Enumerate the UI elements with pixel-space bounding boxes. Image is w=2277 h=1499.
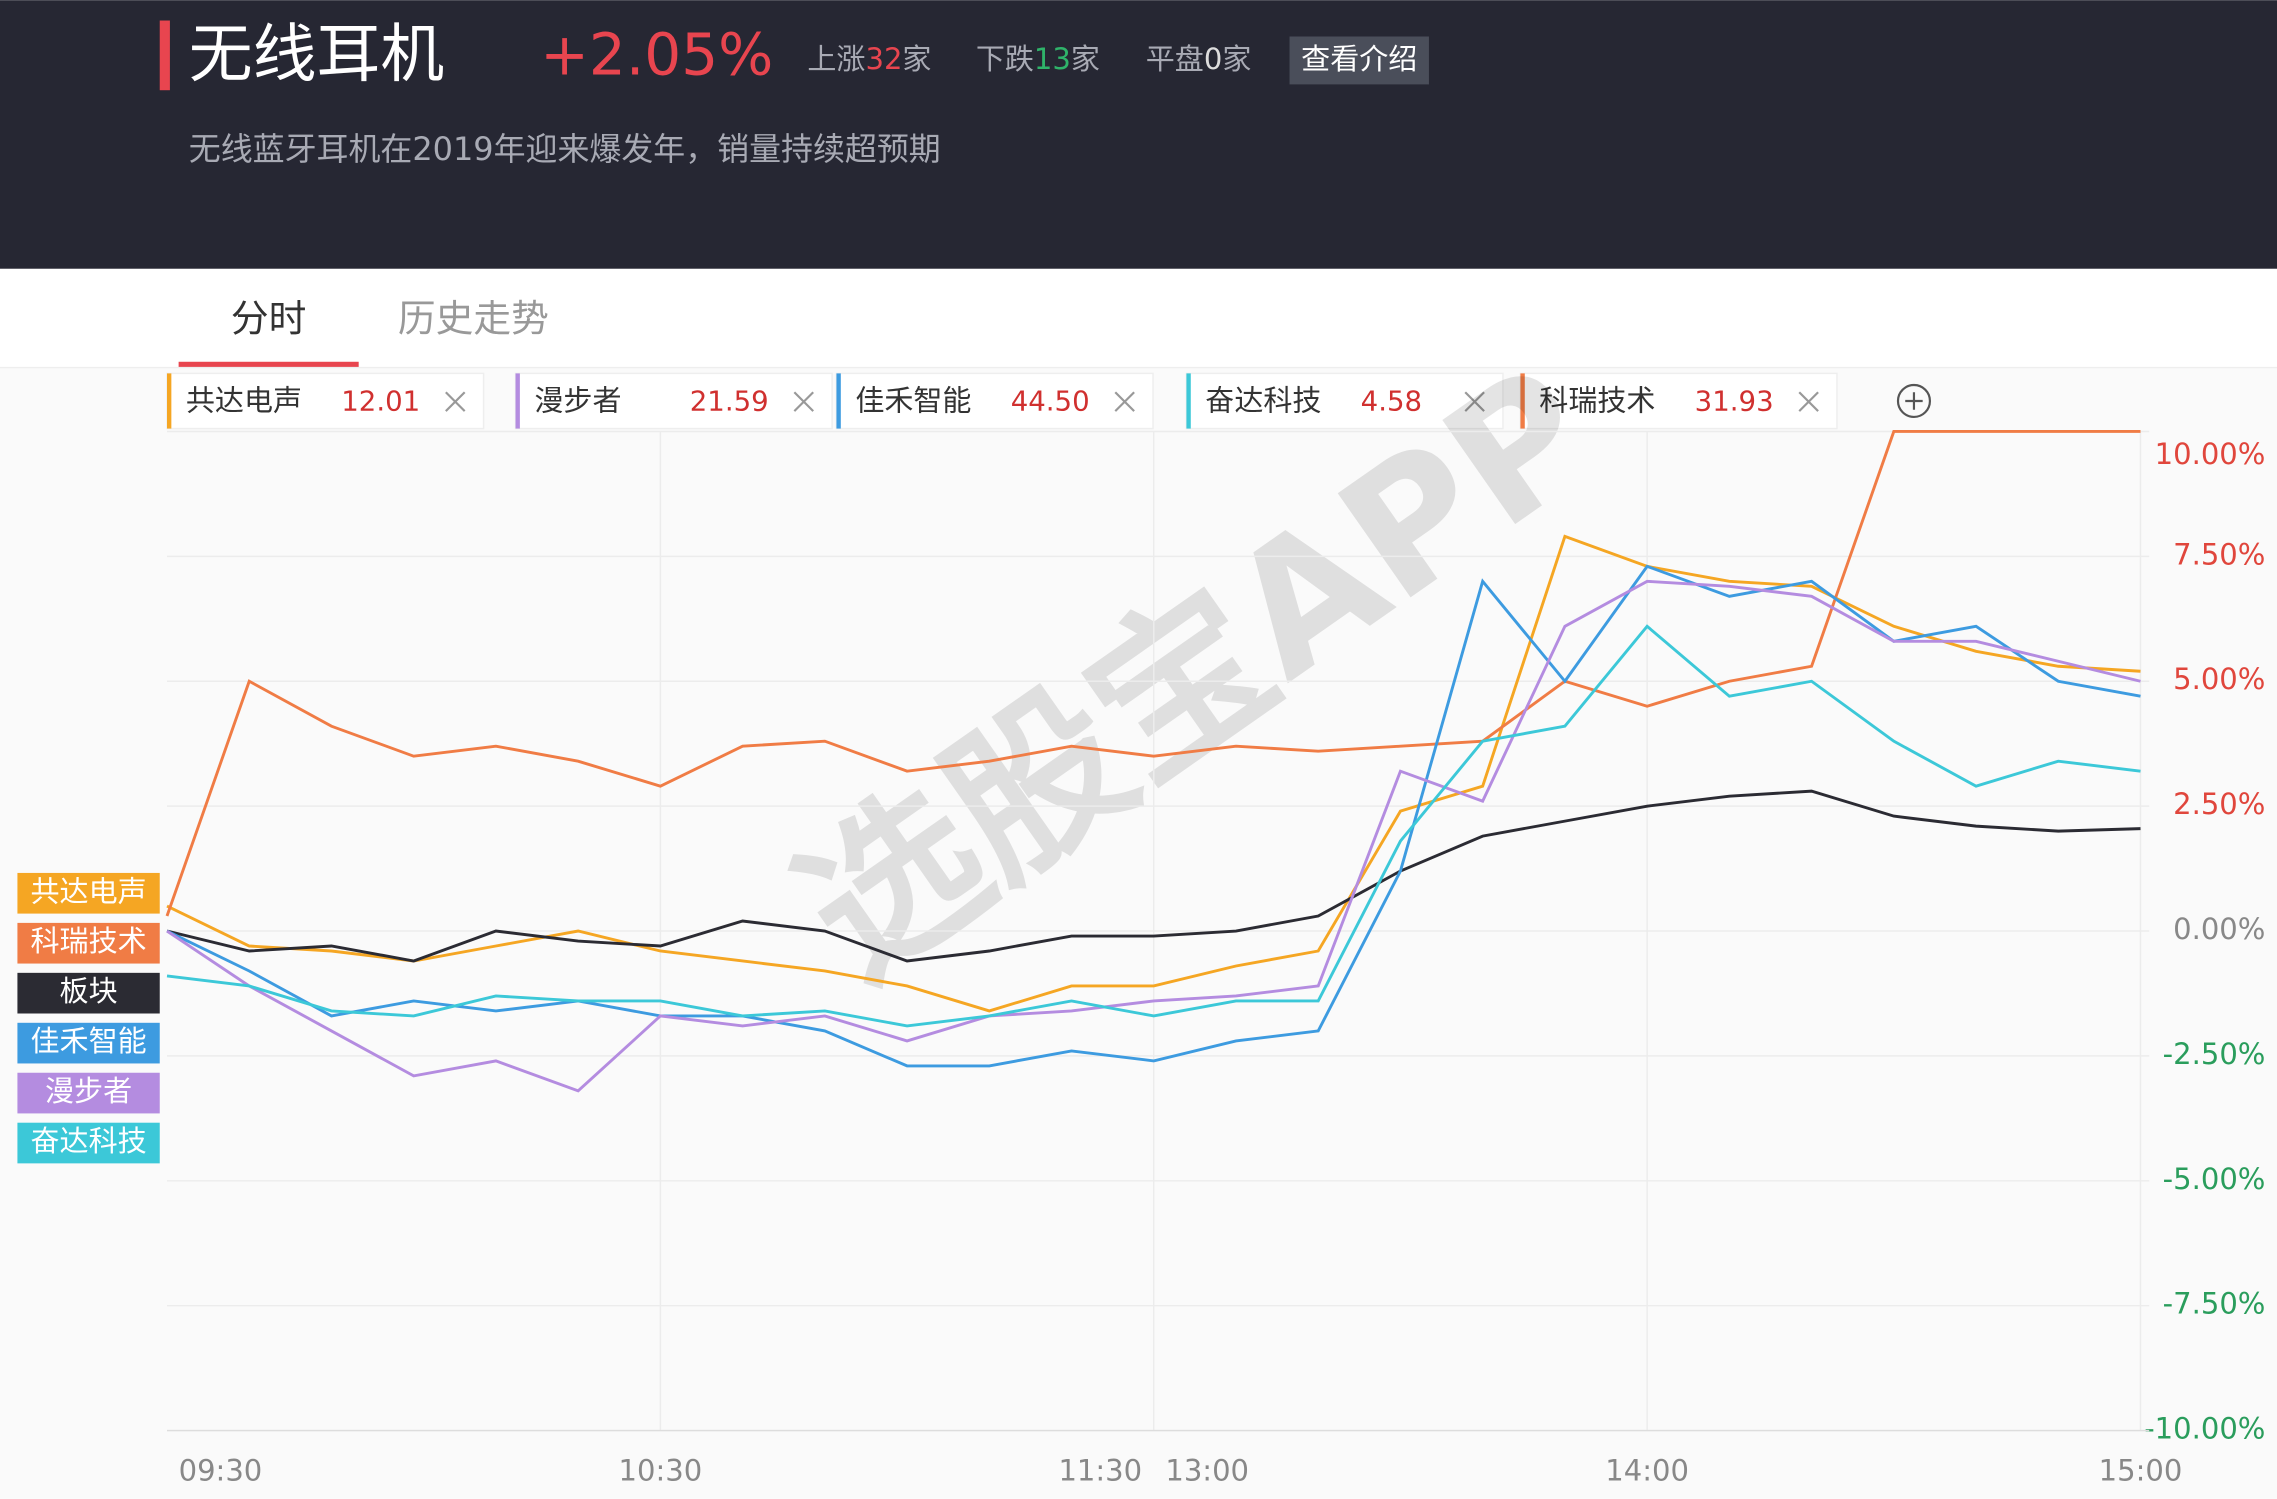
chip[interactable] — [835, 372, 1154, 430]
tab-bar — [0, 268, 2277, 368]
chip-price: 12.01 — [341, 384, 420, 417]
x-tick-label: 09:30 — [179, 1454, 263, 1488]
chip-price: 4.58 — [1361, 384, 1422, 417]
legend-swatch — [17, 1072, 160, 1114]
legend-label: 漫步者 — [45, 1074, 132, 1108]
chip-price: 31.93 — [1695, 384, 1774, 417]
intro-button-label[interactable]: 查看介绍 — [1301, 42, 1417, 76]
legend-swatch — [17, 872, 160, 914]
chip-name: 科瑞技术 — [1539, 383, 1655, 417]
stat-unit: 家 — [902, 42, 931, 76]
stat-count: 0 — [1204, 42, 1222, 76]
legend-swatch — [17, 1022, 160, 1064]
change: +2.05% — [540, 20, 773, 88]
stat: 平盘0家 — [1146, 42, 1252, 76]
y-tick-label: -10.00% — [2144, 1412, 2265, 1446]
legend-swatch — [17, 972, 160, 1014]
stat-label: 上涨 — [807, 42, 865, 76]
legend-swatch — [17, 1122, 160, 1164]
tab[interactable]: 历史走势 — [398, 297, 549, 341]
chip[interactable] — [1185, 372, 1504, 430]
legend-label: 共达电声 — [31, 874, 147, 908]
y-tick-label: 10.00% — [2155, 437, 2266, 471]
y-tick-label: -2.50% — [2163, 1037, 2266, 1071]
x-tick-label: 13:00 — [1165, 1454, 1249, 1488]
series-line — [166, 579, 2141, 1093]
legend-label: 科瑞技术 — [31, 924, 147, 958]
chip-name: 奋达科技 — [1205, 383, 1321, 417]
legend-label: 板块 — [60, 974, 118, 1008]
header-bg — [0, 0, 2277, 269]
chip-price: 21.59 — [690, 384, 769, 417]
series-line — [166, 624, 2141, 1028]
subtitle: 无线蓝牙耳机在2019年迎来爆发年，销量持续超预期 — [189, 130, 941, 168]
series-line — [166, 534, 2141, 1013]
stat-count: 13 — [1034, 42, 1071, 76]
stat-count: 32 — [865, 42, 902, 76]
stat-label: 平盘 — [1146, 42, 1204, 76]
y-tick-label: 0.00% — [2173, 912, 2265, 946]
legend-label: 奋达科技 — [31, 1124, 147, 1158]
y-tick-label: -5.00% — [2163, 1162, 2266, 1196]
x-tick-label: 10:30 — [619, 1454, 703, 1488]
stat-unit: 家 — [1071, 42, 1100, 76]
intro-button[interactable] — [1289, 36, 1429, 85]
chip-name: 佳禾智能 — [855, 383, 971, 417]
x-tick-label: 14:00 — [1605, 1454, 1689, 1488]
stat-unit: 家 — [1222, 42, 1251, 76]
chip[interactable] — [166, 372, 485, 430]
chip-close[interactable] — [1464, 391, 1485, 412]
x-tick-label: 11:30 — [1058, 1454, 1142, 1488]
series-line — [166, 789, 2141, 963]
stat-label: 下跌 — [976, 42, 1034, 76]
chip-name: 漫步者 — [534, 383, 621, 417]
series-line — [166, 564, 2141, 1068]
chip-bar — [166, 373, 172, 429]
chip-close[interactable] — [445, 391, 466, 412]
chip-bar — [515, 373, 520, 429]
series-line — [165, 430, 2141, 917]
accent-bar — [159, 20, 170, 91]
chip-bar — [1520, 373, 1525, 429]
chip-close[interactable] — [1114, 391, 1135, 412]
chip-close[interactable] — [1798, 391, 1819, 412]
y-tick-label: 5.00% — [2173, 662, 2265, 696]
title: 无线耳机 — [189, 18, 445, 92]
chip-close[interactable] — [793, 391, 814, 412]
stat: 上涨32家 — [807, 42, 931, 76]
y-tick-label: 7.50% — [2173, 537, 2265, 571]
y-tick-label: 2.50% — [2173, 787, 2265, 821]
chip-bar — [836, 373, 841, 429]
chip-name: 共达电声 — [186, 383, 302, 417]
chip-price: 44.50 — [1011, 384, 1090, 417]
tab-active[interactable]: 分时 — [231, 297, 307, 341]
legend-swatch — [17, 922, 160, 964]
add-icon[interactable] — [1905, 392, 1923, 410]
legend-label: 佳禾智能 — [31, 1024, 147, 1058]
y-tick-label: -7.50% — [2163, 1287, 2266, 1321]
chip-bar — [1186, 373, 1191, 429]
stat: 下跌13家 — [976, 42, 1100, 76]
x-tick-label: 15:00 — [2099, 1454, 2183, 1488]
add-button[interactable] — [1896, 383, 1932, 419]
tab-underline — [178, 361, 359, 368]
